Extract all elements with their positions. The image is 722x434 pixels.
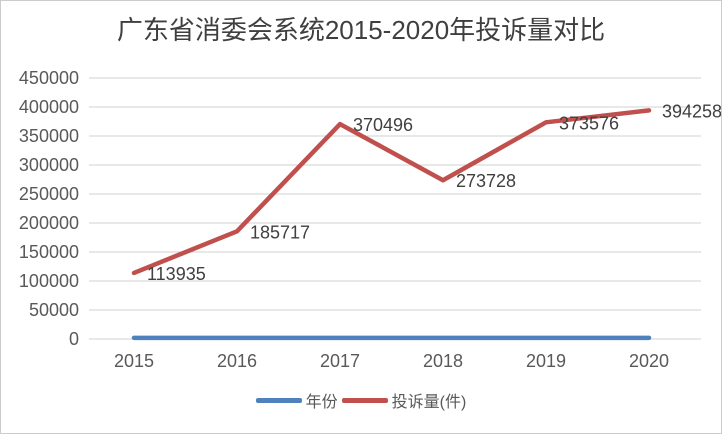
y-tick-label: 200000 xyxy=(19,213,79,233)
y-tick-label: 300000 xyxy=(19,155,79,175)
y-tick-label: 100000 xyxy=(19,271,79,291)
y-tick-label: 0 xyxy=(69,329,79,349)
data-label: 370496 xyxy=(353,115,413,135)
y-tick-label: 50000 xyxy=(29,300,79,320)
complaints-series-swatch xyxy=(341,397,388,403)
x-tick-label: 2016 xyxy=(217,351,257,371)
legend-item-year: 年份 xyxy=(255,388,338,412)
legend-item-complaints: 投诉量(件) xyxy=(341,388,467,412)
x-tick-label: 2015 xyxy=(114,351,154,371)
y-tick-label: 450000 xyxy=(19,68,79,88)
data-label: 273728 xyxy=(456,171,516,191)
chart-title: 广东省消委会系统2015-2020年投诉量对比 xyxy=(116,15,606,45)
data-label: 394258 xyxy=(662,101,722,121)
data-label: 113935 xyxy=(147,264,206,284)
legend: 年份 投诉量(件) xyxy=(1,388,721,412)
data-label: 185717 xyxy=(250,222,310,242)
legend-label-complaints: 投诉量(件) xyxy=(391,394,467,411)
y-tick-label: 400000 xyxy=(19,97,79,117)
x-tick-label: 2019 xyxy=(526,351,566,371)
y-tick-label: 250000 xyxy=(19,184,79,204)
y-tick-label: 350000 xyxy=(19,126,79,146)
x-tick-label: 2018 xyxy=(423,351,463,371)
data-label: 373576 xyxy=(559,113,619,133)
y-tick-label: 150000 xyxy=(19,242,79,262)
legend-label-year: 年份 xyxy=(305,394,338,411)
year-series-swatch xyxy=(255,397,302,403)
complaints-series-line xyxy=(131,108,652,276)
x-tick-label: 2020 xyxy=(629,351,669,371)
x-tick-label: 2017 xyxy=(320,351,360,371)
